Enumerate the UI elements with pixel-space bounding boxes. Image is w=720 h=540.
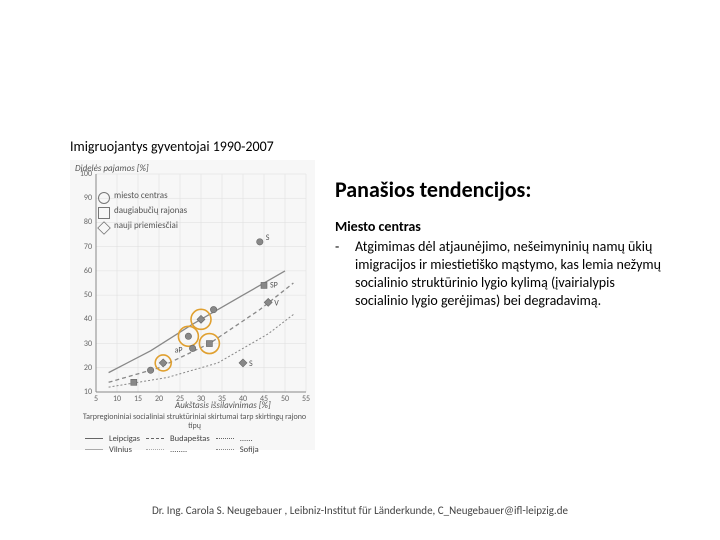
svg-text:SP: SP xyxy=(270,280,278,290)
legend-other: ........ xyxy=(170,445,216,456)
svg-text:S: S xyxy=(266,233,270,243)
svg-text:aP: aP xyxy=(175,345,183,355)
square-icon xyxy=(98,207,110,219)
legend-budapest: Budapeštas xyxy=(170,434,216,445)
city-legend: Leipcigas Budapeštas ...... Vilnius ....… xyxy=(85,434,265,456)
x-axis-label: Aukštasis išsilavinimas [%] xyxy=(175,400,271,411)
legend-dash: ...... xyxy=(240,434,265,445)
circle-icon xyxy=(98,192,110,204)
diamond-icon xyxy=(97,221,111,235)
bullet-para: Atgimimas dėl atjaunėjimo, nešeimyninių … xyxy=(355,238,665,310)
svg-text:S: S xyxy=(249,359,253,369)
subheading: Miesto centras xyxy=(335,218,421,235)
legend-b: daugiabučių rajonas xyxy=(114,206,187,216)
legend-box: miesto centras daugiabučių rajonas nauji… xyxy=(98,191,193,236)
legend-vilnius: Vilnius xyxy=(109,445,146,456)
legend-a: miesto centras xyxy=(114,191,168,201)
legend-leipzig: Leipcigas xyxy=(109,434,146,445)
footer: Dr. Ing. Carola S. Neugebauer , Leibniz-… xyxy=(0,504,720,517)
chart-title: Imigruojantys gyventojai 1990-2007 xyxy=(70,138,274,155)
heading: Panašios tendencijos: xyxy=(335,176,531,203)
body-text: -Atgimimas dėl atjaunėjimo, nešeimyninių… xyxy=(335,238,670,310)
legend-sofia: Sofija xyxy=(240,445,265,456)
svg-text:V: V xyxy=(274,298,279,308)
bullet-dash: - xyxy=(335,238,355,256)
legend-c: nauji priemiesčiai xyxy=(114,221,178,231)
chart-caption: Tarpregioniniai socialiniai struktūrinia… xyxy=(82,413,307,431)
